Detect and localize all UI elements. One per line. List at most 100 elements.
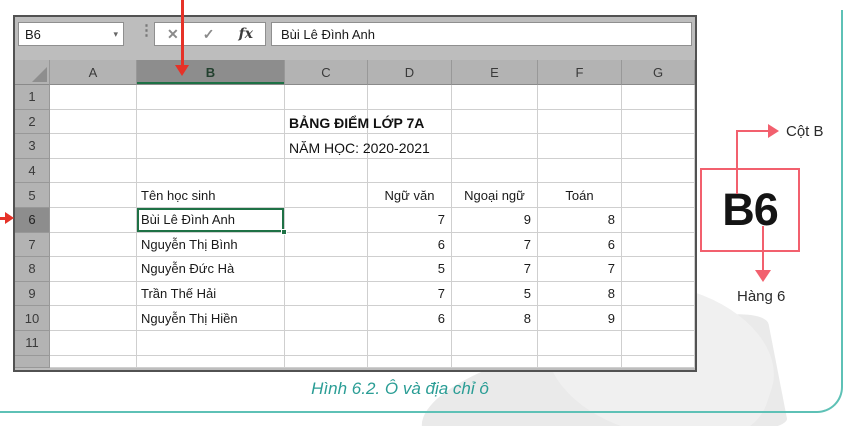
row-header-6-selected[interactable]: 6 — [15, 207, 50, 233]
cell-E5[interactable]: Ngoại ngữ — [452, 183, 538, 208]
cell-A3[interactable] — [50, 134, 137, 159]
row-header-11[interactable]: 11 — [15, 330, 50, 356]
cell-A11[interactable] — [50, 330, 137, 356]
col-header-B-selected[interactable]: B — [137, 60, 285, 85]
cell-G10[interactable] — [622, 306, 695, 331]
cell-C9[interactable] — [285, 281, 368, 307]
col-header-A[interactable]: A — [50, 60, 137, 85]
row-header-1[interactable]: 1 — [15, 85, 50, 110]
cell-B9[interactable]: Trần Thế Hải — [137, 281, 285, 307]
cell-D1[interactable] — [368, 85, 452, 110]
row-header-4[interactable]: 4 — [15, 158, 50, 184]
col-header-G[interactable]: G — [622, 60, 695, 85]
cell-B4[interactable] — [137, 158, 285, 184]
cell-C4[interactable] — [285, 158, 368, 184]
row-header-3[interactable]: 3 — [15, 134, 50, 159]
cell-D9[interactable]: 7 — [368, 281, 452, 307]
cell-F11[interactable] — [538, 330, 622, 356]
cell-A6[interactable] — [50, 207, 137, 233]
cell-G4[interactable] — [622, 158, 695, 184]
cell-E6[interactable]: 9 — [452, 207, 538, 233]
cell-D8[interactable]: 5 — [368, 257, 452, 282]
cell-F10[interactable]: 9 — [538, 306, 622, 331]
cell-D10[interactable]: 6 — [368, 306, 452, 331]
cell-E9[interactable]: 5 — [452, 281, 538, 307]
cell-B3[interactable] — [137, 134, 285, 159]
cell-G1[interactable] — [622, 85, 695, 110]
cell-D2[interactable] — [368, 109, 452, 135]
cancel-icon[interactable]: ✕ — [167, 25, 179, 42]
cell-B1[interactable] — [137, 85, 285, 110]
cell-D6[interactable]: 7 — [368, 207, 452, 233]
cell-E8[interactable]: 7 — [452, 257, 538, 282]
row-header-5[interactable]: 5 — [15, 183, 50, 208]
cell-E7[interactable]: 7 — [452, 232, 538, 258]
name-box[interactable]: B6 ▾ — [18, 22, 124, 46]
cell-G6[interactable] — [622, 207, 695, 233]
row-header-7[interactable]: 7 — [15, 232, 50, 258]
col-header-C[interactable]: C — [285, 60, 368, 85]
cell-F1[interactable] — [538, 85, 622, 110]
cell-E2[interactable] — [452, 109, 538, 135]
cell-E4[interactable] — [452, 158, 538, 184]
cell-B8[interactable]: Nguyễn Đức Hà — [137, 257, 285, 282]
cell-A7[interactable] — [50, 232, 137, 258]
cell-D3[interactable] — [368, 134, 452, 159]
cell-B2[interactable] — [137, 109, 285, 135]
cell-G11[interactable] — [622, 330, 695, 356]
cell-F6[interactable]: 8 — [538, 207, 622, 233]
cell-D11[interactable] — [368, 330, 452, 356]
cell-A5[interactable] — [50, 183, 137, 208]
cell-A9[interactable] — [50, 281, 137, 307]
cell-A10[interactable] — [50, 306, 137, 331]
cell-G2[interactable] — [622, 109, 695, 135]
cell-B11[interactable] — [137, 330, 285, 356]
cell-E11[interactable] — [452, 330, 538, 356]
cell-A2[interactable] — [50, 109, 137, 135]
cell-F4[interactable] — [538, 158, 622, 184]
cell-C10[interactable] — [285, 306, 368, 331]
cell-B10[interactable]: Nguyễn Thị Hiền — [137, 306, 285, 331]
cell-C5[interactable] — [285, 183, 368, 208]
cell-G3[interactable] — [622, 134, 695, 159]
row-header-9[interactable]: 9 — [15, 281, 50, 307]
chevron-down-icon[interactable]: ▾ — [113, 28, 118, 39]
cell-G5[interactable] — [622, 183, 695, 208]
cell-C1[interactable] — [285, 85, 368, 110]
cell-F5[interactable]: Toán — [538, 183, 622, 208]
cell-E3[interactable] — [452, 134, 538, 159]
cell-A8[interactable] — [50, 257, 137, 282]
cell-D5[interactable]: Ngữ văn — [368, 183, 452, 208]
cell-B6-selected[interactable]: Bùi Lê Đình Anh — [137, 207, 287, 235]
cell-F9[interactable]: 8 — [538, 281, 622, 307]
col-header-E[interactable]: E — [452, 60, 538, 85]
cell-A1[interactable] — [50, 85, 137, 110]
cell-B7[interactable]: Nguyễn Thị Bình — [137, 232, 285, 258]
cell-E1[interactable] — [452, 85, 538, 110]
cell-A4[interactable] — [50, 158, 137, 184]
row-header-10[interactable]: 10 — [15, 306, 50, 331]
cell-C7[interactable] — [285, 232, 368, 258]
fill-handle[interactable] — [281, 228, 287, 235]
confirm-icon[interactable]: ✓ — [202, 25, 215, 42]
cell-G7[interactable] — [622, 232, 695, 258]
cell-G9[interactable] — [622, 281, 695, 307]
cell-E10[interactable]: 8 — [452, 306, 538, 331]
cell-C6[interactable] — [285, 207, 368, 233]
select-all-corner[interactable] — [15, 60, 50, 85]
cell-C3[interactable] — [285, 134, 368, 159]
cell-C2[interactable] — [285, 109, 368, 135]
col-header-F[interactable]: F — [538, 60, 622, 85]
row-header-8[interactable]: 8 — [15, 257, 50, 282]
formula-bar-input[interactable]: Bùi Lê Đình Anh — [271, 22, 692, 46]
cell-B5[interactable]: Tên học sinh — [137, 183, 285, 208]
col-header-D[interactable]: D — [368, 60, 452, 85]
cell-F7[interactable]: 6 — [538, 232, 622, 258]
insert-function-icon[interactable]: fx — [238, 26, 253, 42]
cell-F2[interactable] — [538, 109, 622, 135]
cell-C8[interactable] — [285, 257, 368, 282]
cell-D7[interactable]: 6 — [368, 232, 452, 258]
cell-F8[interactable]: 7 — [538, 257, 622, 282]
cell-D4[interactable] — [368, 158, 452, 184]
row-header-2[interactable]: 2 — [15, 109, 50, 135]
